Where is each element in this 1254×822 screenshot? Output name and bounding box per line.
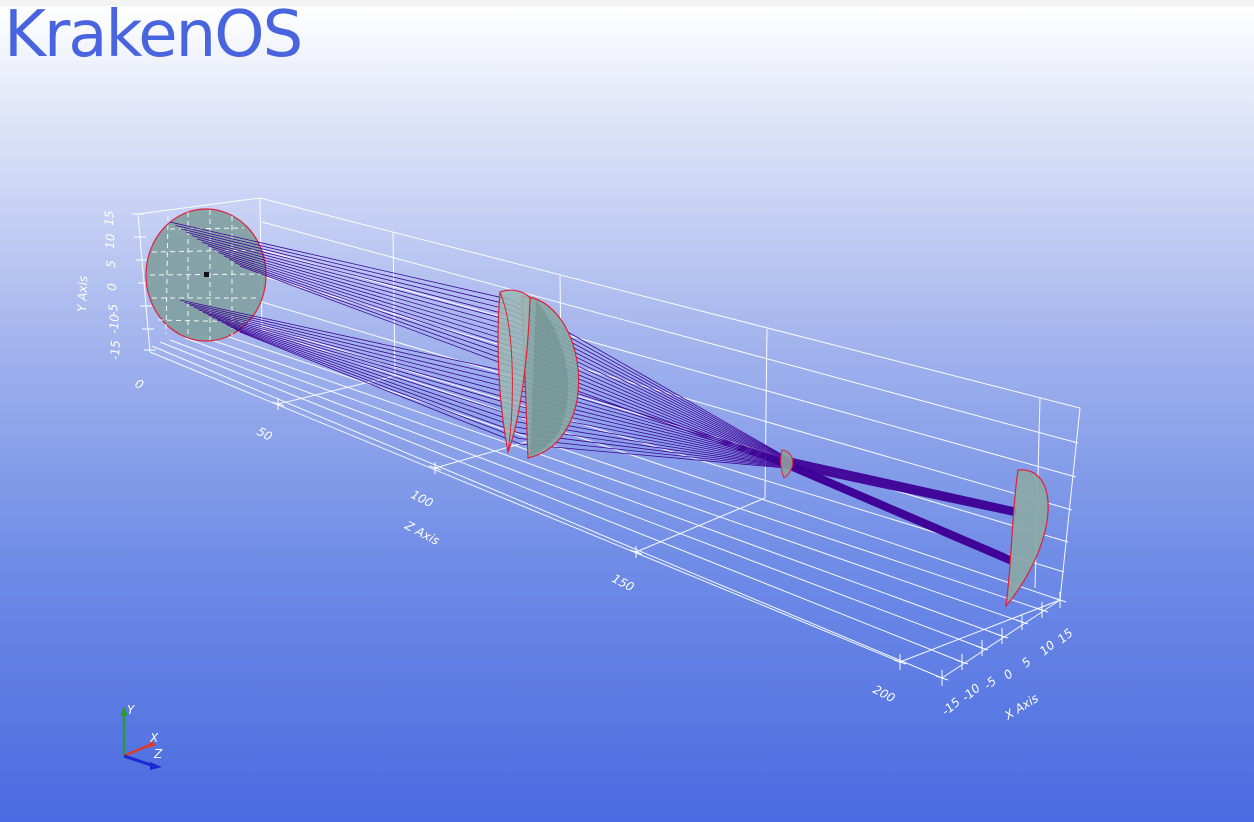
ray-segment [785, 458, 1017, 510]
y-tick-label: -10 [107, 314, 122, 334]
ray-segment [785, 461, 1011, 559]
ray-segment [785, 464, 1017, 515]
ray-segment [785, 458, 1017, 511]
x-tick-label: -15 [939, 695, 963, 718]
orientation-triad: Y X Z [120, 703, 163, 770]
ray-segment [212, 248, 518, 344]
ray-segment [785, 461, 1017, 513]
ray-segment [785, 464, 1011, 562]
ray-segment [191, 235, 515, 322]
triad-z-label: Z [153, 747, 163, 761]
ray-segment [180, 228, 514, 312]
ray-segment [239, 331, 521, 445]
x-axis-label: X Axis [1001, 691, 1041, 723]
ray-segment [223, 255, 519, 355]
ray-segment [239, 265, 521, 371]
ray-segment [169, 221, 513, 301]
y-tick-label: -15 [108, 340, 123, 360]
ray-segment [785, 466, 1017, 517]
x-tick-label: -10 [959, 681, 983, 705]
ray-segment [785, 462, 1011, 560]
z-tick-label: 0 [133, 376, 147, 392]
ray-segment [179, 299, 511, 373]
ray-segment [785, 461, 1017, 513]
y-tick-label: 10 [103, 233, 118, 249]
y-tick-label: -5 [106, 304, 120, 316]
doublet-lens[interactable] [497, 289, 580, 459]
ray-segment [218, 252, 518, 349]
y-tick-label: 15 [102, 210, 117, 226]
grid-box [137, 197, 1081, 679]
ray-segment [202, 241, 516, 333]
y-axis-label: Y Axis [75, 276, 90, 313]
z-tick-label: 100 [409, 487, 436, 510]
image-surface[interactable] [1005, 469, 1049, 609]
y-tick-label: 5 [104, 260, 118, 268]
ray-segment [785, 466, 1011, 564]
x-tick-label: 10 [1037, 638, 1058, 659]
ray-segment [785, 467, 1011, 565]
y-tick-label: 0 [105, 283, 119, 291]
ray-segment [785, 460, 1017, 512]
ray-segment [221, 321, 518, 423]
ray-segment [785, 460, 1011, 557]
ray-segment [226, 324, 518, 428]
ray-segment [785, 457, 1017, 510]
ray-segment [785, 459, 1017, 511]
ray-segment [196, 238, 516, 328]
ray-segment [785, 462, 1011, 559]
ray-segment [785, 465, 1011, 563]
z-tick-label: 200 [871, 682, 898, 705]
ray-segment [230, 326, 519, 434]
ray-segment [518, 432, 787, 468]
z-tick-label: 50 [255, 424, 275, 444]
ray-segment [193, 306, 513, 390]
ray-segment [785, 459, 1011, 557]
ray-segment [785, 463, 1011, 561]
ray-segment [216, 319, 517, 417]
aperture-stop[interactable] [780, 449, 794, 479]
ray-segment [207, 314, 515, 406]
ray-segment [202, 311, 514, 401]
x-tick-label: -5 [981, 674, 999, 692]
y-tick-labels: 15 10 5 0 -5 -10 -15 [102, 210, 123, 360]
ray-segment [785, 465, 1017, 516]
ray-segment [785, 463, 1017, 514]
ray-segment [519, 438, 787, 468]
ray-segment [785, 467, 1011, 564]
x-tick-label: 0 [1001, 666, 1016, 682]
x-tick-label: 5 [1019, 655, 1034, 671]
app-title: KrakenOS [4, 0, 303, 72]
ray-segment [785, 462, 1017, 514]
ray-segment [785, 456, 1017, 509]
ray-segment [234, 262, 520, 365]
ray-segment [184, 302, 511, 378]
tick-marks [132, 213, 1067, 686]
origin-marker [204, 272, 209, 277]
ray-bundle [169, 221, 1017, 565]
z-tick-label: 150 [610, 571, 637, 594]
ray-segment [212, 316, 516, 412]
ray-segment [229, 258, 519, 360]
ray-segment [785, 465, 1017, 516]
ray-segment [189, 304, 512, 384]
ray-segment [785, 463, 1011, 561]
ray-segment [519, 443, 787, 469]
ray-segment [785, 465, 1011, 562]
ray-segment [186, 231, 514, 317]
x-tick-label: 15 [1055, 626, 1076, 647]
triad-x-label: X [149, 731, 159, 745]
ray-segment [175, 224, 513, 306]
z-axis-label: Z Axis [402, 518, 442, 548]
ray-segment [785, 460, 1011, 558]
ray-segment [207, 245, 517, 339]
ray-segment [235, 329, 520, 439]
ray-segment [198, 309, 514, 395]
triad-y-label: Y [127, 703, 136, 717]
